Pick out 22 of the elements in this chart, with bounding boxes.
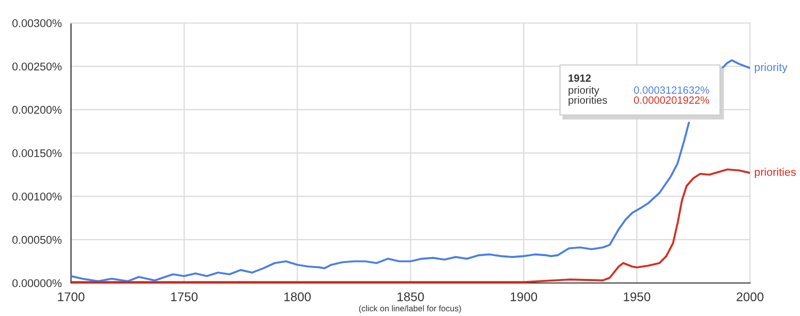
y-tick-label: 0.00300% [12,19,62,28]
annotation: 0.0003121632% [634,86,710,94]
y-tick-label: 0.00050% [12,236,62,244]
annotation: 0.0000201922% [634,96,710,104]
y-tick-label: 0.00200% [12,106,62,114]
x-tick-label: 1900 [510,292,538,302]
annotation: priorities [568,96,607,106]
y-tick-label: 0.00000% [12,279,62,288]
x-tick-label: 1700 [58,292,84,302]
series-label: priorities [754,168,796,178]
x-tick-label: 1950 [624,292,650,302]
x-tick-label: 1800 [284,292,311,302]
text: (click on line/label for focus) [359,305,461,313]
y-tick-label: 0.00100% [12,192,62,200]
annotation: priority [568,86,600,96]
y-tick-label: 0.00250% [12,62,62,70]
series-label: priority [754,62,788,74]
annotation: 1912 [568,74,591,82]
y-tick-label: 0.00150% [12,149,62,158]
x-tick-label: 1750 [171,292,198,302]
x-tick-label: 1850 [398,292,424,302]
x-tick-label: 2000 [736,292,764,302]
